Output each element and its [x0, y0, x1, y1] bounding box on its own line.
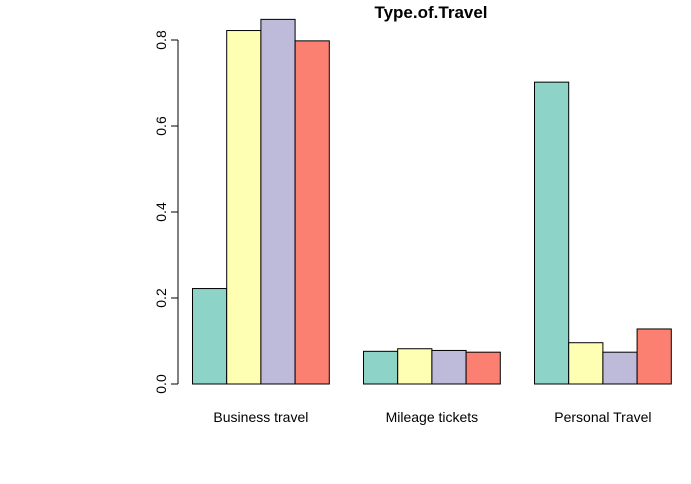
category-label: Mileage tickets	[386, 409, 479, 425]
bar-2-2	[602, 351, 638, 385]
bar-2-3	[636, 328, 672, 385]
bar-2-0	[534, 81, 570, 385]
y-tick-label: 0.2	[153, 288, 169, 308]
y-tick-label: 0.0	[153, 374, 169, 394]
bar-0-0	[192, 288, 228, 385]
x-axis-labels: Business travel Mileage tickets Personal T…	[213, 409, 651, 425]
bars	[192, 18, 672, 385]
y-tick-label: 0.4	[153, 202, 169, 222]
bar-1-2	[431, 349, 467, 385]
chart-title: Type.of.Travel	[374, 3, 487, 22]
bar-1-0	[363, 350, 399, 385]
bar-2-1	[568, 342, 604, 385]
y-tick-label: 0.6	[153, 116, 169, 136]
bar-1-1	[397, 348, 433, 385]
bar-0-1	[226, 30, 262, 385]
bar-1-3	[465, 351, 501, 385]
category-label: Business travel	[213, 409, 308, 425]
category-label: Personal Travel	[554, 409, 651, 425]
y-tick-label: 0.8	[153, 30, 169, 50]
y-axis: 0.0 0.2 0.4 0.6 0.8	[153, 30, 179, 394]
bar-0-2	[260, 18, 296, 385]
bar-0-3	[294, 40, 330, 385]
